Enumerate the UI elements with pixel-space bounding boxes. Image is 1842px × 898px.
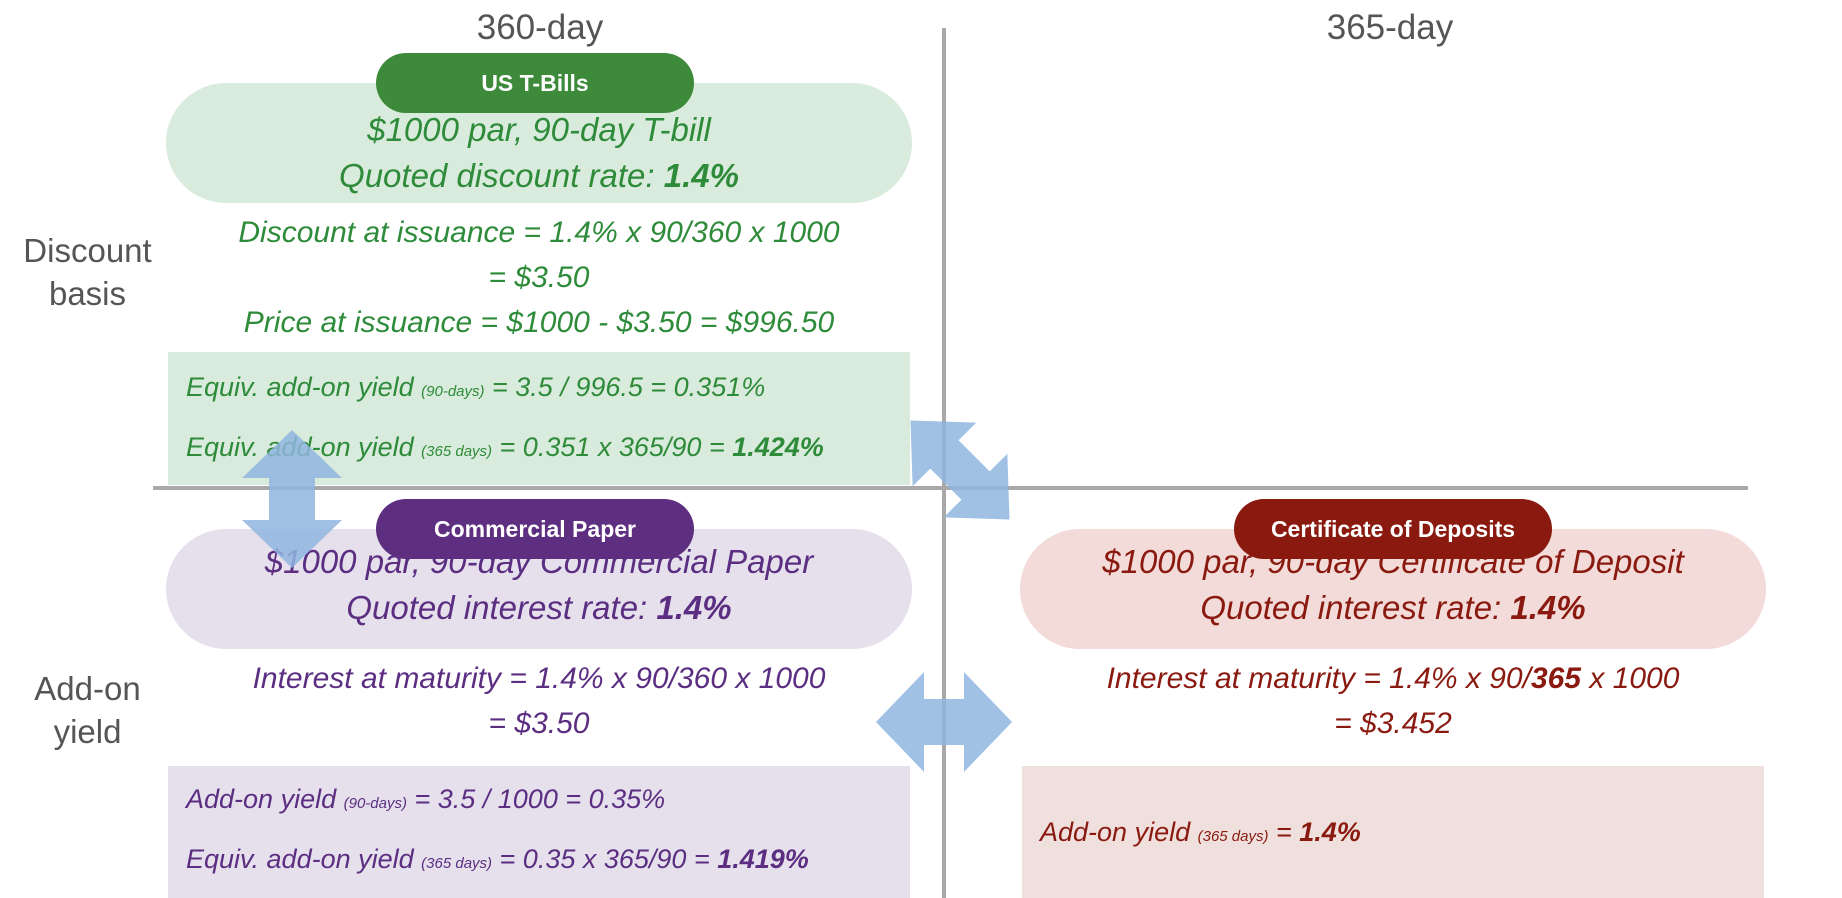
commercial-paper-badge: Commercial Paper [376,499,694,559]
diagonal-double-arrow-icon [910,420,1010,520]
column-header-360-day: 360-day [476,8,604,47]
commercial-paper-calculation: Interest at maturity = 1.4% x 90/360 x 1… [252,662,826,740]
horizontal-double-arrow-icon [876,672,1012,772]
tbill-header-pill: $1000 par, 90-day T-bill Quoted discount… [166,83,912,203]
row-header-discount-basis: Discount basis [23,232,152,312]
vertical-double-arrow-icon [242,430,342,568]
row-header-add-on-yield: Add-on yield [34,670,141,750]
cd-yield-box: Add-on yield (365 days) = 1.4% [1022,766,1764,898]
cd-badge: Certificate of Deposits [1234,499,1552,559]
column-header-365-day: 365-day [1326,8,1454,47]
commercial-paper-yield-box: Add-on yield (90-days) = 3.5 / 1000 = 0.… [168,766,910,898]
tbill-badge: US T-Bills [376,53,694,113]
tbill-calculation: Discount at issuance = 1.4% x 90/360 x 1… [238,216,840,339]
cd-calculation: Interest at maturity = 1.4% x 90/365 x 1… [1106,662,1680,740]
